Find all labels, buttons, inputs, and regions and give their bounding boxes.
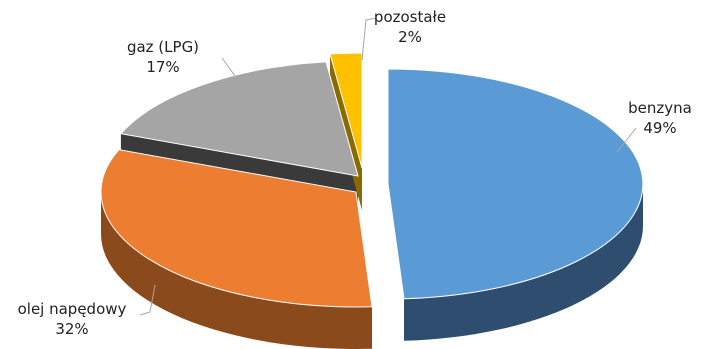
slice-pct-gaz: 17%: [146, 58, 179, 76]
slice-gaz: [119, 61, 359, 177]
slice-pct-olej: 32%: [55, 320, 88, 338]
slice-benzyna: [387, 68, 644, 300]
leader-olej: [139, 284, 156, 316]
slice-label-pozostale: pozostałe: [374, 8, 446, 26]
slice-side-olej: [101, 192, 373, 349]
leader-benzyna: [616, 127, 637, 153]
slice-olej: [100, 149, 373, 308]
slice-pct-pozostale: 2%: [398, 28, 422, 46]
slice-pct-benzyna: 49%: [643, 119, 676, 137]
leader-pozostale: [361, 17, 377, 61]
slice-label-olej: olej napędowy: [18, 300, 127, 318]
slice-side-benzyna: [404, 184, 643, 341]
slice-pozostae: [329, 52, 363, 169]
pie-tops: [100, 52, 644, 308]
slice-label-benzyna: benzyna: [628, 99, 692, 117]
slice-label-gaz: gaz (LPG): [127, 38, 199, 56]
leader-gaz: [221, 57, 239, 81]
leader-lines: [139, 17, 637, 316]
